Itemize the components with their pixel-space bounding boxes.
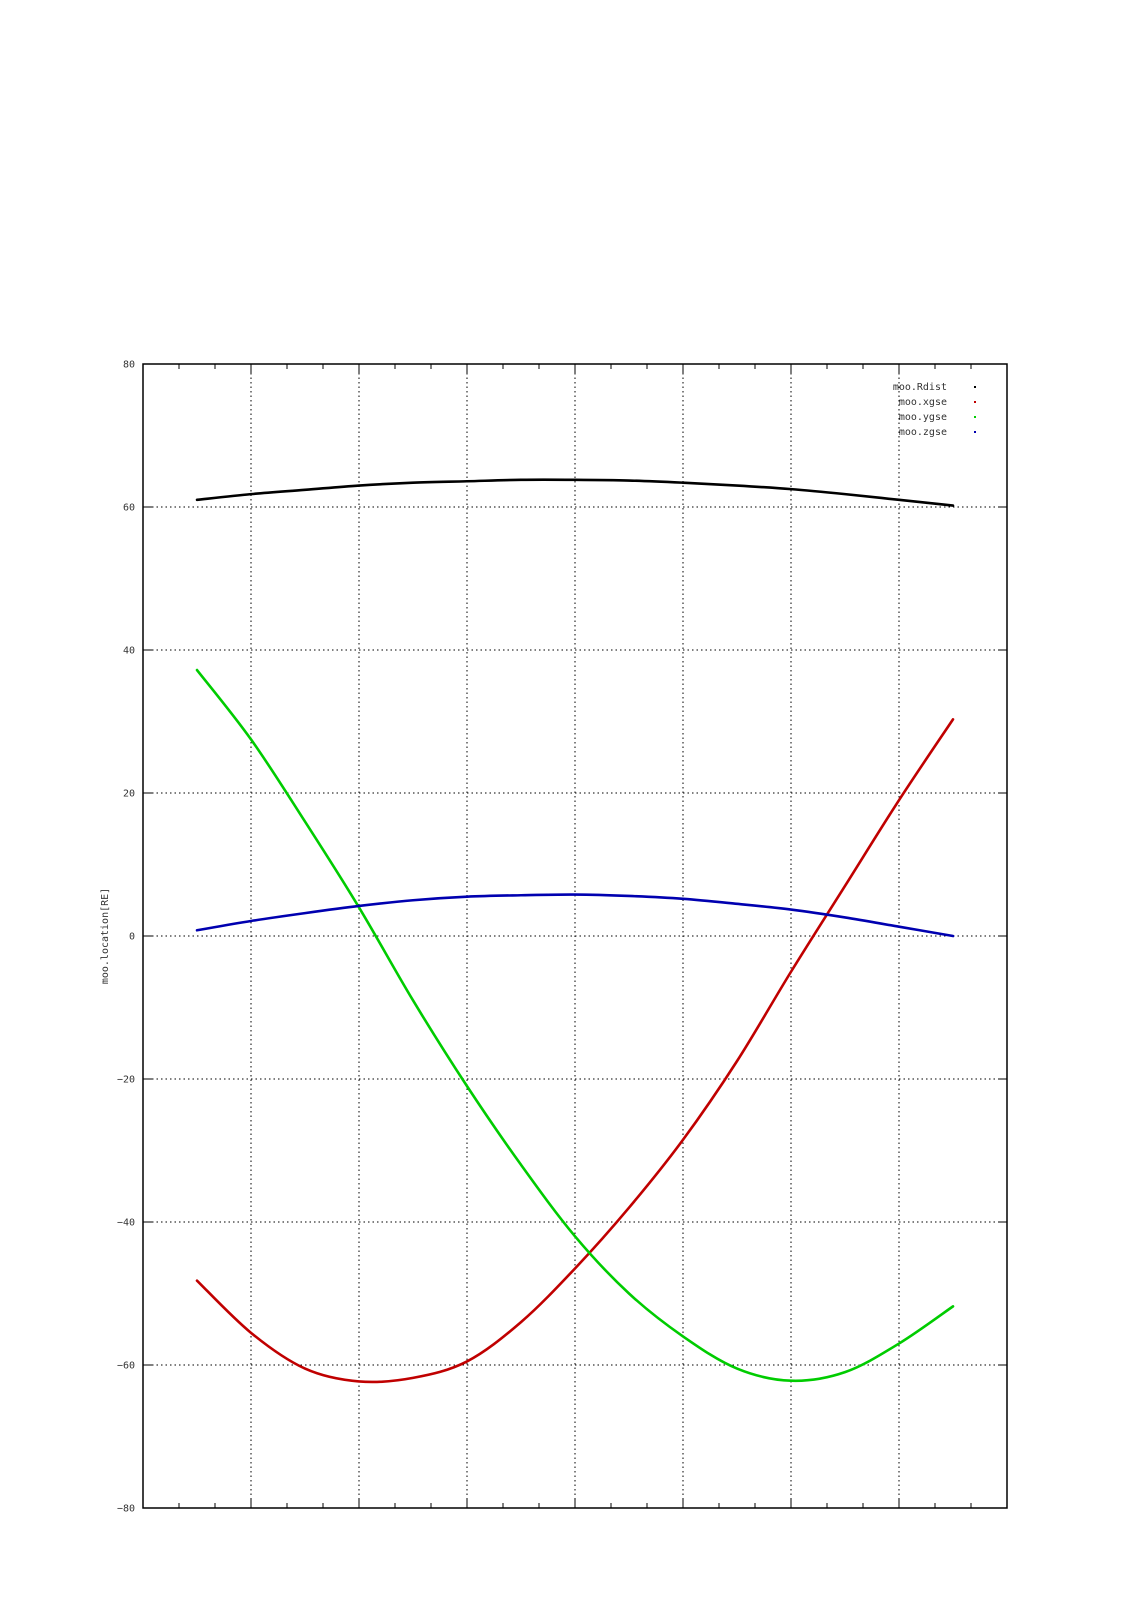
y-tick-label: −20 — [117, 1075, 135, 1086]
legend-label: moo.Rdist — [893, 382, 947, 393]
series-line-moo-zgse — [195, 893, 955, 938]
legend-label: moo.xgse — [899, 397, 947, 408]
y-tick-label: −40 — [117, 1218, 135, 1229]
legend-swatch — [974, 401, 976, 403]
legend-swatch — [974, 431, 976, 433]
ticks — [142, 363, 1008, 1509]
tick-labels: −80 −60 −40 −20 0 20 40 60 80 — [117, 360, 135, 1515]
y-tick-label: 40 — [123, 646, 135, 657]
y-tick-label: −60 — [117, 1361, 135, 1372]
legend-label: moo.ygse — [899, 412, 947, 423]
legend-swatch — [974, 416, 976, 418]
y-axis-label: moo.location[RE] — [100, 888, 111, 984]
series-line-moo-ygse — [195, 668, 955, 1383]
series — [195, 478, 955, 1384]
y-tick-label: 60 — [123, 503, 135, 514]
series-line-moo-xgse — [195, 718, 955, 1384]
legend: moo.Rdist moo.xgse moo.ygse moo.zgse — [893, 382, 976, 438]
y-tick-label: −80 — [117, 1504, 135, 1515]
grid — [143, 364, 1007, 1508]
legend-label: moo.zgse — [899, 427, 947, 438]
series-line-moo-rdist — [195, 478, 955, 507]
y-tick-label: 0 — [129, 932, 135, 943]
y-tick-label: 80 — [123, 360, 135, 371]
legend-swatch — [974, 386, 976, 388]
y-tick-label: 20 — [123, 789, 135, 800]
